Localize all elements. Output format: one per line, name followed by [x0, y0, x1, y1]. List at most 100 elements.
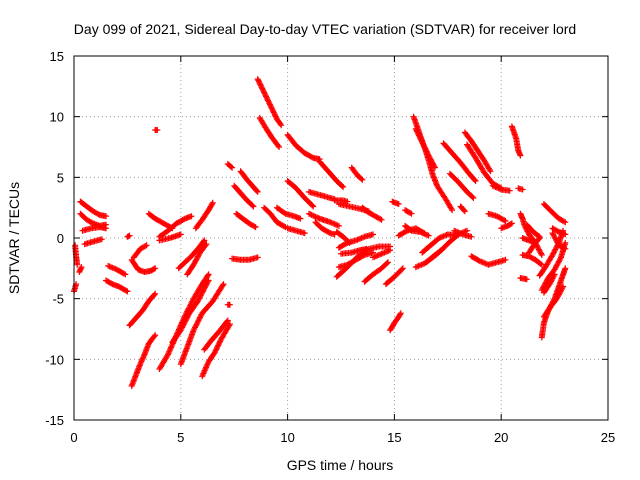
- data-point: [561, 245, 567, 252]
- data-point: [461, 207, 467, 214]
- chart-title: Day 099 of 2021, Sidereal Day-to-day VTE…: [74, 21, 576, 37]
- data-point: [209, 199, 216, 206]
- data-point: [538, 252, 545, 258]
- data-point: [250, 203, 257, 210]
- data-point: [224, 317, 231, 324]
- data-point: [537, 249, 544, 256]
- data-point: [370, 231, 376, 238]
- data-point: [254, 254, 261, 261]
- x-axis-label: GPS time / hours: [287, 457, 394, 473]
- y-tick-label: -5: [52, 292, 64, 307]
- data-point: [555, 291, 562, 298]
- data-point: [152, 290, 159, 297]
- data-point: [506, 187, 513, 194]
- data-point: [407, 210, 414, 216]
- data-point: [562, 219, 569, 226]
- data-point: [205, 271, 212, 278]
- x-tick-label: 25: [601, 430, 615, 445]
- data-point: [278, 122, 285, 129]
- data-point: [501, 217, 508, 224]
- data-points: [71, 76, 569, 389]
- data-point: [560, 283, 567, 290]
- data-point: [472, 178, 479, 184]
- x-tick-label: 20: [494, 430, 508, 445]
- y-tick-label: 15: [50, 49, 64, 64]
- data-point: [340, 184, 347, 190]
- data-point: [251, 223, 258, 230]
- data-point: [122, 271, 129, 278]
- data-point: [214, 343, 221, 350]
- data-point: [359, 176, 366, 183]
- data-point: [555, 259, 562, 266]
- data-point: [554, 228, 561, 235]
- data-point: [378, 216, 385, 223]
- y-axis-label: SDTVAR / TECUs: [6, 182, 22, 294]
- data-point: [536, 235, 543, 241]
- data-point: [421, 144, 428, 151]
- data-point: [74, 261, 81, 268]
- data-point: [223, 318, 230, 325]
- data-point: [561, 218, 567, 225]
- data-point: [309, 202, 316, 209]
- data-point: [471, 176, 478, 183]
- data-point: [535, 236, 542, 242]
- data-point: [395, 201, 402, 207]
- data-point: [551, 271, 558, 278]
- x-tick-label: 0: [70, 430, 77, 445]
- data-point: [399, 265, 406, 272]
- data-point: [254, 188, 261, 195]
- data-point: [281, 223, 288, 230]
- data-point: [143, 242, 150, 249]
- data-point: [461, 208, 468, 215]
- data-point: [229, 164, 236, 171]
- data-point: [377, 216, 384, 223]
- data-point: [538, 261, 545, 268]
- data-point: [398, 266, 405, 273]
- data-point: [537, 260, 544, 267]
- data-point: [209, 201, 216, 207]
- data-point: [431, 163, 438, 170]
- data-point: [453, 232, 460, 239]
- y-axis-ticks: -15 -10 -5 0 5 10 15: [45, 49, 608, 428]
- x-tick-label: 5: [177, 430, 184, 445]
- data-point: [228, 163, 234, 170]
- data-point: [364, 246, 371, 253]
- data-point: [502, 218, 509, 224]
- data-point: [212, 347, 219, 354]
- data-point: [98, 236, 105, 243]
- data-point: [103, 213, 109, 220]
- data-point: [263, 93, 269, 100]
- data-point: [201, 237, 208, 244]
- data-point: [502, 256, 509, 263]
- data-point: [519, 186, 526, 193]
- data-point: [562, 265, 569, 272]
- data-point: [408, 210, 415, 217]
- data-point: [78, 264, 85, 271]
- data-point: [432, 164, 438, 171]
- data-point: [397, 311, 404, 318]
- data-point: [204, 272, 211, 279]
- data-point: [437, 247, 444, 254]
- data-point: [562, 231, 569, 238]
- data-point: [297, 215, 304, 222]
- data-point: [255, 77, 262, 84]
- data-point: [276, 144, 283, 150]
- data-point: [154, 127, 161, 133]
- data-point: [475, 257, 482, 264]
- y-tick-label: 10: [50, 110, 64, 125]
- data-point: [562, 245, 569, 252]
- data-point: [219, 282, 226, 289]
- data-point: [220, 281, 227, 288]
- data-point: [508, 220, 515, 227]
- y-tick-label: 5: [57, 170, 64, 185]
- data-point: [126, 232, 133, 239]
- data-point: [438, 247, 445, 254]
- data-point: [397, 310, 404, 317]
- data-point: [152, 265, 159, 272]
- data-point: [177, 231, 184, 238]
- data-point: [562, 239, 569, 246]
- data-point: [550, 250, 557, 257]
- x-tick-label: 15: [387, 430, 401, 445]
- data-point: [358, 175, 365, 182]
- y-tick-label: 0: [57, 231, 64, 246]
